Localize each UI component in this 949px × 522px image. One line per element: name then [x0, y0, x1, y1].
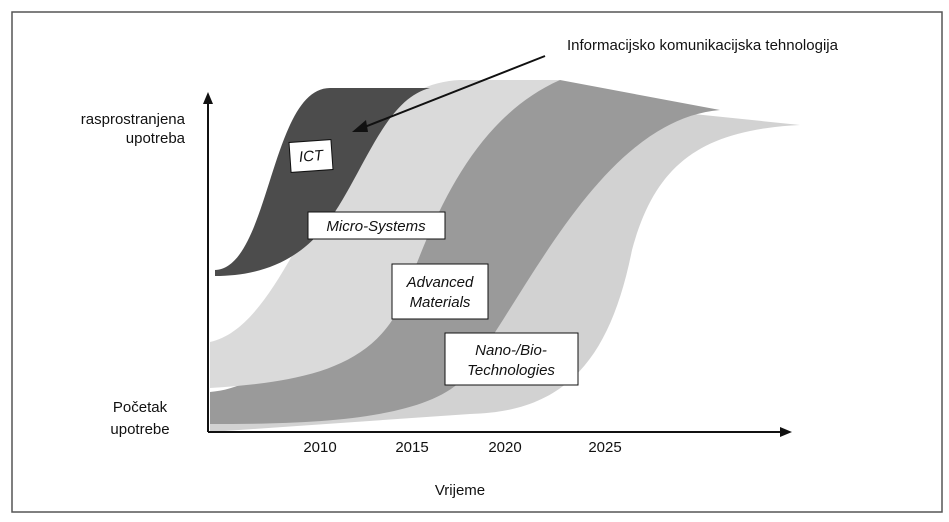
- label-box: [288, 139, 334, 173]
- tech-label: ICT: [298, 147, 325, 166]
- ict-band: [215, 88, 430, 276]
- y-top-label: upotreba: [126, 130, 186, 147]
- label-box: [307, 211, 446, 240]
- label-box: [391, 263, 489, 320]
- y-bottom-label: upotrebe: [110, 421, 169, 438]
- annotation-arrowhead: [352, 120, 368, 132]
- x-tick-label: 2025: [588, 439, 621, 456]
- y-bottom-label: Početak: [113, 399, 168, 416]
- x-tick-label: 2020: [488, 439, 521, 456]
- tech-label: Advanced: [406, 274, 474, 291]
- x-tick-label: 2010: [303, 439, 336, 456]
- x-axis-label: Vrijeme: [435, 482, 485, 499]
- annotation-arrow: [361, 55, 546, 129]
- tech-label: Materials: [410, 294, 471, 311]
- annotation: Informacijsko komunikacijska tehnologija: [567, 37, 839, 54]
- y-arrow: [203, 92, 213, 104]
- y-top-label: rasprostranjena: [81, 111, 186, 128]
- tech-label: Micro-Systems: [326, 218, 426, 235]
- tech-label: Nano-/Bio-: [475, 342, 547, 359]
- tech-label: Technologies: [467, 362, 555, 379]
- x-tick-label: 2015: [395, 439, 428, 456]
- label-box: [444, 332, 579, 386]
- x-arrow: [780, 427, 792, 437]
